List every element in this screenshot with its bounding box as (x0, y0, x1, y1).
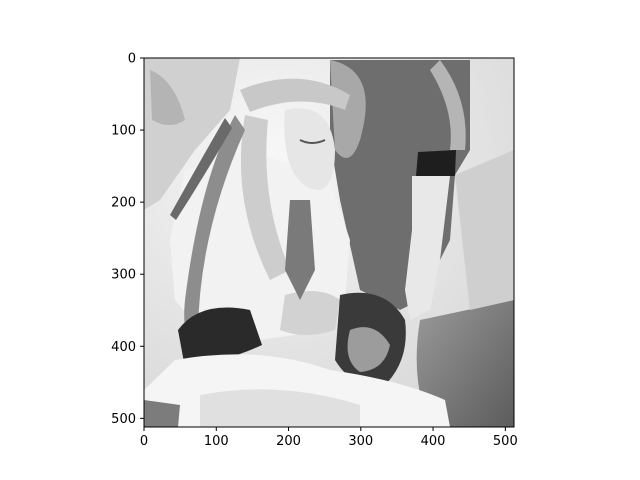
y-tick-label: 0 (128, 52, 136, 67)
y-tick-label: 200 (111, 196, 136, 211)
axes-frame (143, 57, 515, 428)
x-tick-label: 200 (276, 434, 301, 449)
y-tick-label: 100 (111, 124, 136, 139)
x-tick-label: 100 (204, 434, 229, 449)
x-tick-label: 300 (348, 434, 373, 449)
x-tick-label: 500 (493, 434, 518, 449)
x-tick-label: 0 (140, 434, 148, 449)
x-axis: 0 100 200 300 400 500 (140, 427, 518, 449)
y-tick-label: 300 (111, 268, 136, 283)
y-axis: 0 100 200 300 400 500 (111, 52, 144, 427)
y-tick-label: 500 (111, 412, 136, 427)
y-tick-label: 400 (111, 340, 136, 355)
x-tick-label: 400 (421, 434, 446, 449)
heatmap-image (144, 58, 514, 427)
